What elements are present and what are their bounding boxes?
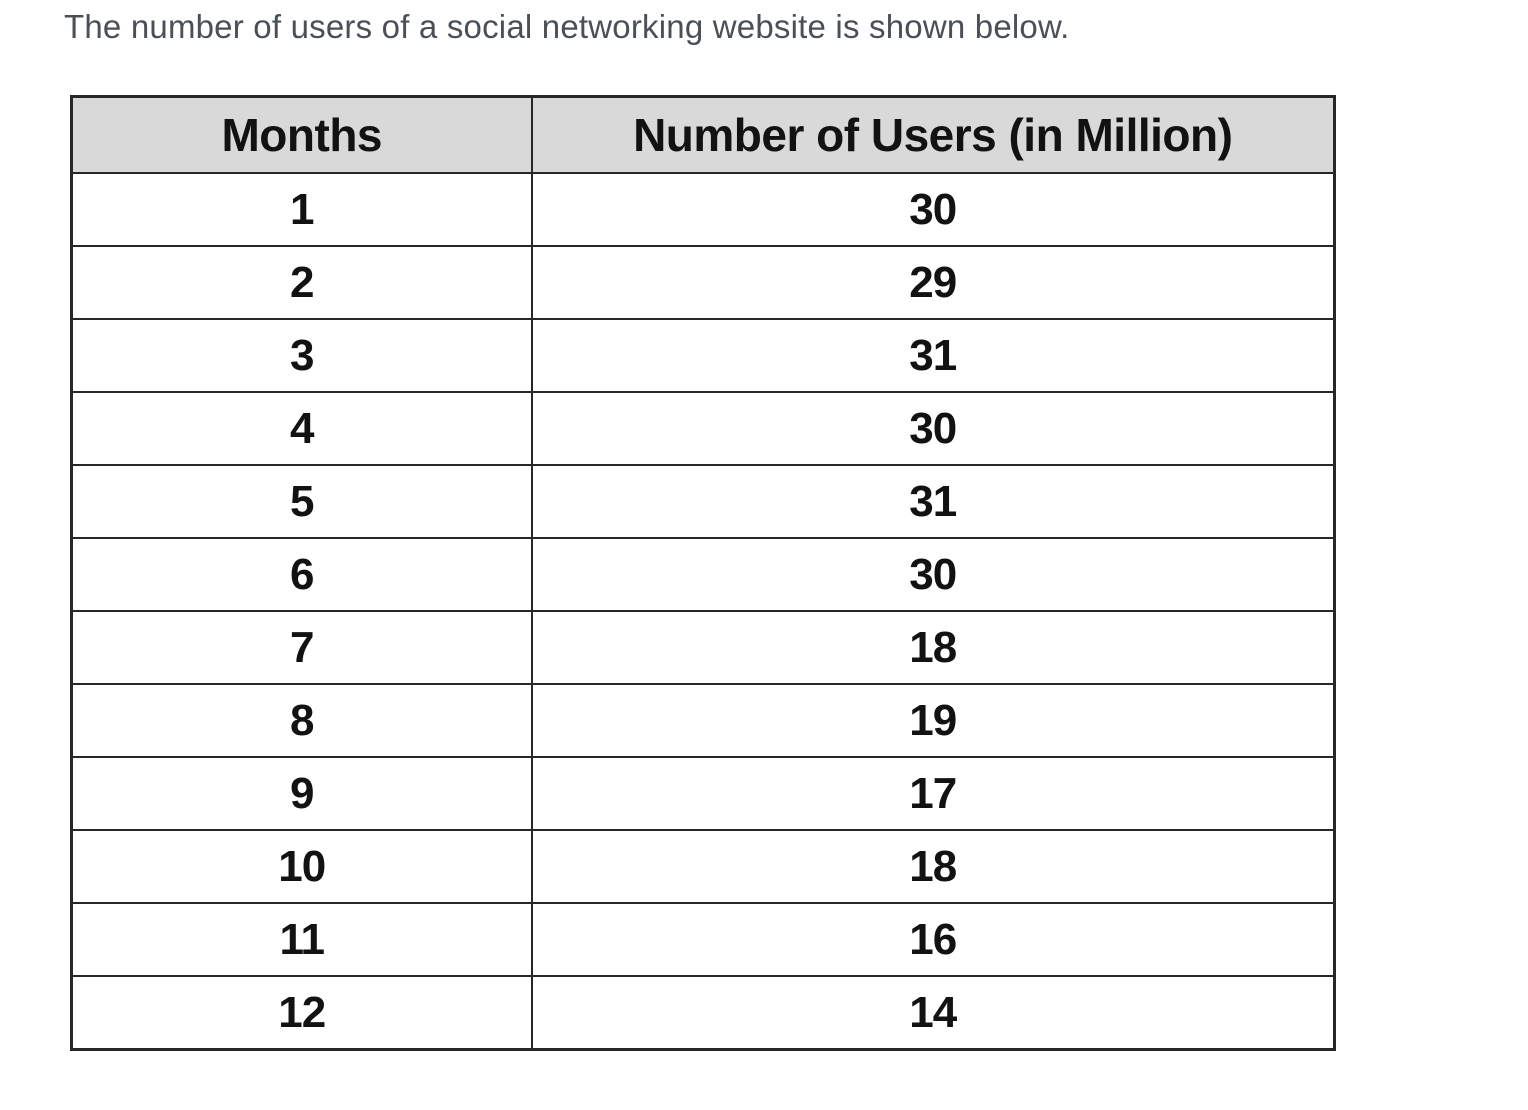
- users-cell: 30: [530, 537, 1336, 612]
- column-header-months: Months: [70, 95, 533, 174]
- page-title: The number of users of a social networki…: [64, 8, 1070, 45]
- table-row: 3 31: [70, 318, 1336, 393]
- table-row: 6 30: [70, 537, 1336, 612]
- table-row: 11 16: [70, 902, 1336, 977]
- column-header-users: Number of Users (in Million): [530, 95, 1336, 174]
- users-cell: 30: [530, 172, 1336, 247]
- month-cell: 6: [70, 537, 533, 612]
- users-cell: 31: [530, 318, 1336, 393]
- table-row: 9 17: [70, 756, 1336, 831]
- month-cell: 4: [70, 391, 533, 466]
- month-cell: 3: [70, 318, 533, 393]
- table-row: 1 30: [70, 172, 1336, 247]
- month-cell: 7: [70, 610, 533, 685]
- users-cell: 30: [530, 391, 1336, 466]
- users-cell: 18: [530, 610, 1336, 685]
- table-row: 2 29: [70, 245, 1336, 320]
- table-header-row: Months Number of Users (in Million): [70, 95, 1336, 174]
- month-cell: 11: [70, 902, 533, 977]
- month-cell: 8: [70, 683, 533, 758]
- users-cell: 18: [530, 829, 1336, 904]
- month-cell: 9: [70, 756, 533, 831]
- month-cell: 10: [70, 829, 533, 904]
- table-header: Months Number of Users (in Million): [70, 95, 1336, 174]
- month-cell: 5: [70, 464, 533, 539]
- month-cell: 12: [70, 975, 533, 1051]
- month-cell: 1: [70, 172, 533, 247]
- table-body: 1 30 2 29 3 31 4 30 5 31 6 30: [70, 172, 1336, 1051]
- table-row: 10 18: [70, 829, 1336, 904]
- users-per-month-table: Months Number of Users (in Million) 1 30…: [70, 95, 1336, 1051]
- table-row: 8 19: [70, 683, 1336, 758]
- table-row: 4 30: [70, 391, 1336, 466]
- table-row: 7 18: [70, 610, 1336, 685]
- table-row: 5 31: [70, 464, 1336, 539]
- users-cell: 14: [530, 975, 1336, 1051]
- users-cell: 29: [530, 245, 1336, 320]
- users-cell: 31: [530, 464, 1336, 539]
- table-row: 12 14: [70, 975, 1336, 1051]
- users-cell: 19: [530, 683, 1336, 758]
- month-cell: 2: [70, 245, 533, 320]
- users-cell: 16: [530, 902, 1336, 977]
- users-cell: 17: [530, 756, 1336, 831]
